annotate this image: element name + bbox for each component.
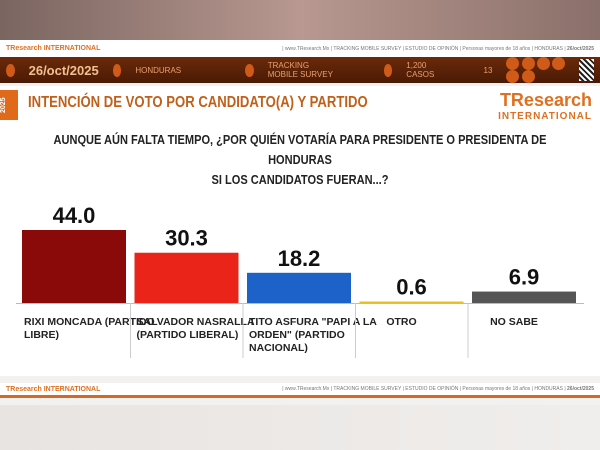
bar bbox=[359, 301, 464, 303]
category-label: NO SABE bbox=[490, 316, 538, 328]
category-label: (PARTIDO LIBERAL) bbox=[137, 329, 239, 341]
data-label: 0.6 bbox=[396, 275, 427, 300]
social-icons[interactable] bbox=[506, 57, 566, 83]
category-label: SALVADOR NASRALLA bbox=[137, 316, 255, 328]
location-icon bbox=[112, 63, 122, 77]
header-strip: TResearch INTERNATIONAL | www.TResearch.… bbox=[0, 40, 600, 57]
country: HONDURAS bbox=[135, 65, 182, 75]
calendar-icon bbox=[6, 63, 15, 77]
data-label: 6.9 bbox=[509, 265, 540, 290]
qr-code bbox=[579, 59, 595, 81]
background-blur-top bbox=[0, 0, 600, 40]
header-date-small: 26/oct/2025 bbox=[567, 45, 594, 52]
category-label: NACIONAL) bbox=[249, 342, 308, 354]
category-label: TITO ASFURA "PAPI A LA bbox=[249, 316, 377, 328]
background-blur-bottom bbox=[0, 405, 600, 450]
bar bbox=[134, 252, 239, 303]
bar bbox=[22, 230, 126, 303]
category-label: ORDEN" (PARTIDO bbox=[249, 329, 345, 341]
survey-date: 26/oct/2025 bbox=[28, 62, 99, 78]
survey-icon bbox=[245, 63, 254, 77]
data-label: 44.0 bbox=[53, 203, 96, 228]
survey-type: TRACKING MOBILE SURVEY bbox=[267, 61, 333, 79]
category-label: LIBRE) bbox=[24, 329, 59, 341]
bar bbox=[472, 291, 576, 303]
category-label: OTRO bbox=[386, 316, 416, 328]
footer-logo: TResearch INTERNATIONAL bbox=[6, 385, 101, 393]
data-label: 18.2 bbox=[278, 246, 321, 271]
page-number: 13 bbox=[483, 65, 493, 75]
header-logo: TResearch INTERNATIONAL bbox=[6, 45, 101, 52]
brand-logo: TResearch INTERNATIONAL bbox=[498, 90, 592, 122]
category-label: RIXI MONCADA (PARTIDO bbox=[24, 316, 155, 328]
info-bar: 26/oct/2025 HONDURAS TRACKING MOBILE SUR… bbox=[0, 57, 600, 83]
page-title: INTENCIÓN DE VOTO POR CANDIDATO(A) Y PAR… bbox=[28, 94, 368, 111]
bar bbox=[247, 272, 351, 303]
chart-question: AUNQUE AÚN FALTA TIEMPO, ¿POR QUIÉN VOTA… bbox=[53, 132, 547, 187]
footer-date: 26/oct/2025 bbox=[567, 386, 594, 392]
data-label: 30.3 bbox=[165, 226, 208, 251]
header-tagline: | www.TResearch.Mx | TRACKING MOBILE SUR… bbox=[282, 45, 566, 52]
footer: TResearch INTERNATIONAL | www.TResearch.… bbox=[0, 383, 600, 398]
footer-tagline: | www.TResearch.Mx | TRACKING MOBILE SUR… bbox=[282, 386, 566, 392]
cases: 1,200 CASOS bbox=[406, 61, 435, 79]
cases-icon bbox=[383, 63, 393, 77]
